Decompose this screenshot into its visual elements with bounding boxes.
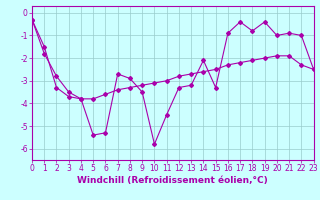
X-axis label: Windchill (Refroidissement éolien,°C): Windchill (Refroidissement éolien,°C) <box>77 176 268 185</box>
